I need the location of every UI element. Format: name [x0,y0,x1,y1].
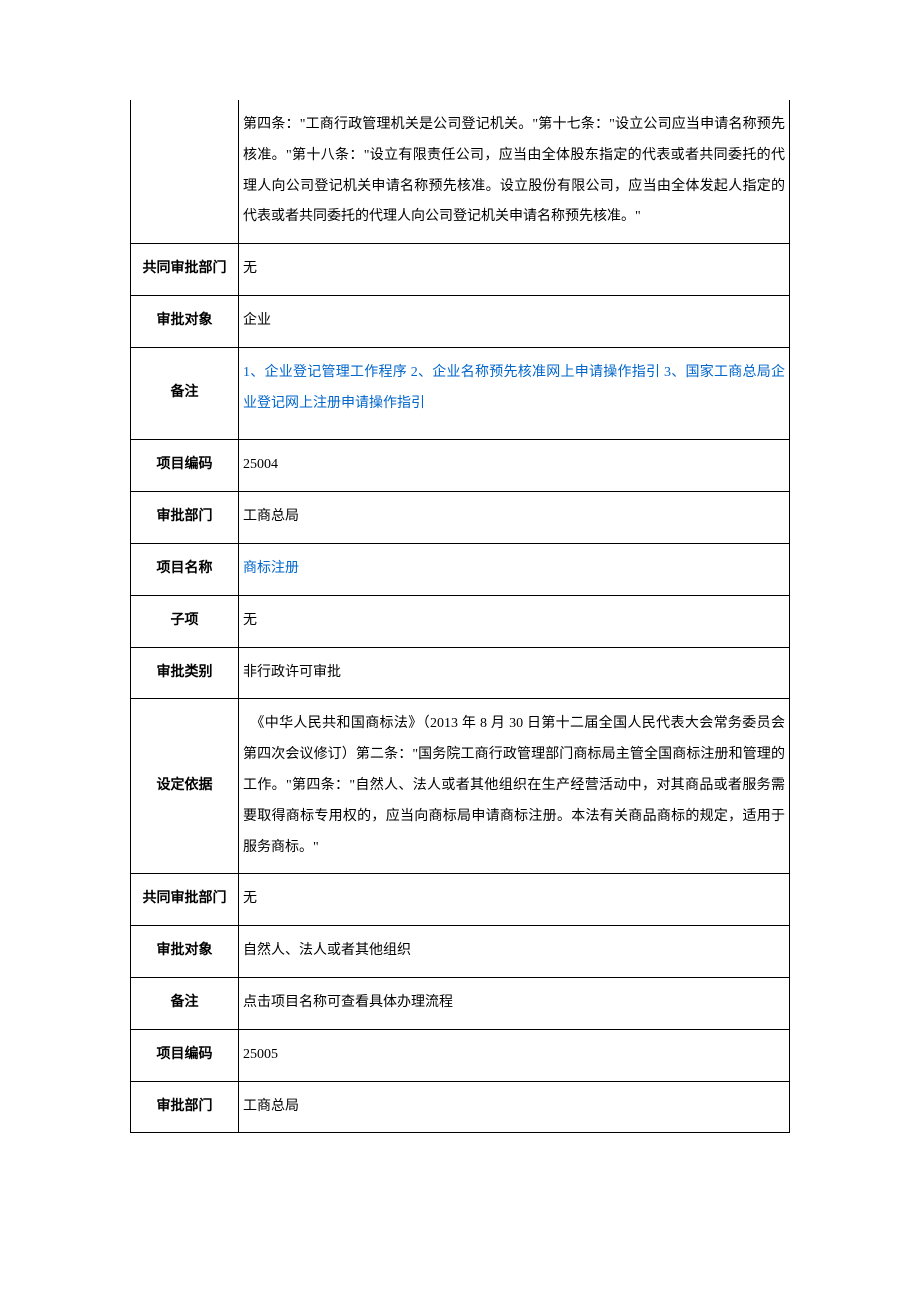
approval-info-table: 第四条："工商行政管理机关是公司登记机关。"第十七条："设立公司应当申请名称预先… [130,100,790,1133]
row-label: 项目编码 [131,1029,239,1081]
table-row: 共同审批部门无 [131,874,790,926]
table-row: 审批对象企业 [131,295,790,347]
row-label: 审批对象 [131,926,239,978]
row-label: 项目名称 [131,543,239,595]
table-row: 子项无 [131,595,790,647]
row-label: 共同审批部门 [131,874,239,926]
table-row: 审批部门工商总局 [131,492,790,544]
row-value: 无 [239,874,790,926]
row-label: 审批对象 [131,295,239,347]
row-value: 《中华人民共和国商标法》（2013 年 8 月 30 日第十二届全国人民代表大会… [239,699,790,874]
row-label: 子项 [131,595,239,647]
row-label: 审批部门 [131,492,239,544]
row-value: 第四条："工商行政管理机关是公司登记机关。"第十七条："设立公司应当申请名称预先… [239,100,790,244]
table-row: 项目名称商标注册 [131,543,790,595]
row-value: 工商总局 [239,1081,790,1133]
table-row: 审批类别非行政许可审批 [131,647,790,699]
row-label: 审批类别 [131,647,239,699]
row-value[interactable]: 1、企业登记管理工作程序 2、企业名称预先核准网上申请操作指引 3、国家工商总局… [239,347,790,440]
table-row: 备注点击项目名称可查看具体办理流程 [131,977,790,1029]
table-row: 设定依据 《中华人民共和国商标法》（2013 年 8 月 30 日第十二届全国人… [131,699,790,874]
table-row: 第四条："工商行政管理机关是公司登记机关。"第十七条："设立公司应当申请名称预先… [131,100,790,244]
table-row: 项目编码25004 [131,440,790,492]
row-value: 非行政许可审批 [239,647,790,699]
row-value: 自然人、法人或者其他组织 [239,926,790,978]
row-value: 25005 [239,1029,790,1081]
row-label: 共同审批部门 [131,244,239,296]
row-label [131,100,239,244]
row-label: 审批部门 [131,1081,239,1133]
row-value: 25004 [239,440,790,492]
table-row: 项目编码25005 [131,1029,790,1081]
row-value: 点击项目名称可查看具体办理流程 [239,977,790,1029]
row-value: 企业 [239,295,790,347]
row-label: 备注 [131,347,239,440]
row-value[interactable]: 商标注册 [239,543,790,595]
row-value: 无 [239,244,790,296]
row-label: 设定依据 [131,699,239,874]
table-row: 审批部门工商总局 [131,1081,790,1133]
row-label: 备注 [131,977,239,1029]
row-value: 工商总局 [239,492,790,544]
table-row: 审批对象自然人、法人或者其他组织 [131,926,790,978]
table-row: 备注1、企业登记管理工作程序 2、企业名称预先核准网上申请操作指引 3、国家工商… [131,347,790,440]
table-row: 共同审批部门无 [131,244,790,296]
table-body: 第四条："工商行政管理机关是公司登记机关。"第十七条："设立公司应当申请名称预先… [131,100,790,1133]
row-value: 无 [239,595,790,647]
row-label: 项目编码 [131,440,239,492]
